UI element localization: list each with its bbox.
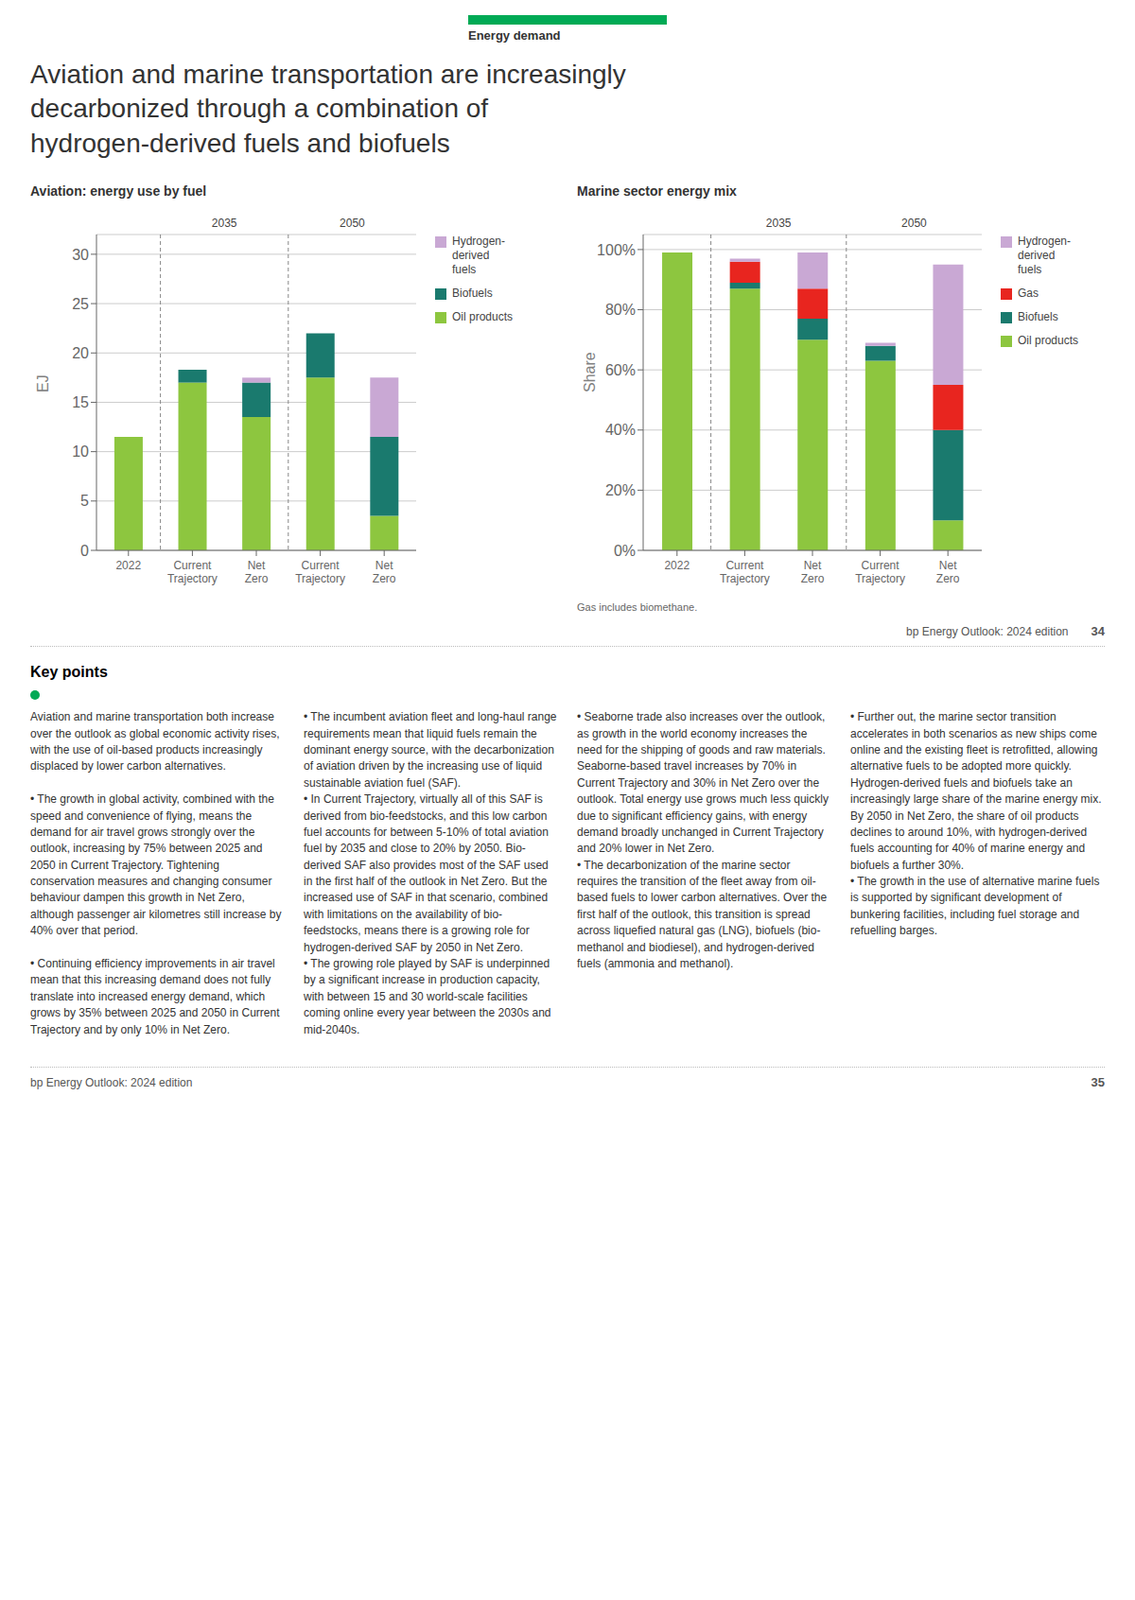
svg-text:CurrentTrajectory: CurrentTrajectory [719,558,770,586]
html-text:Biofuels: Biofuels [1017,310,1059,324]
svg-text:30: 30 [71,246,89,263]
html-text:35: 35 [1091,1075,1105,1090]
svg-text:NetZero: NetZero [244,558,269,586]
svg-text:2050: 2050 [339,216,366,230]
html-text:Biofuels: Biofuels [452,286,493,301]
svg-text:40%: 40% [605,422,636,439]
html-text:bp Energy Outlook: 2024 editio: bp Energy Outlook: 2024 edition [906,625,1069,639]
html-text:Energy demand: Energy demand [468,28,561,43]
html-text:Marine sector energy mix: Marine sector energy mix [576,183,737,199]
html-text:Hydrogen- derived fuels: Hydrogen- derived fuels [452,234,506,277]
html-text:Aviation and marine transporta: Aviation and marine transportation both … [30,710,285,1037]
html-text:Aviation and marine transporta: Aviation and marine transportation are i… [30,59,626,158]
svg-text:0: 0 [80,542,89,559]
svg-text:0%: 0% [613,542,636,559]
svg-text:NetZero: NetZero [801,558,825,586]
html-text:Gas includes biomethane.: Gas includes biomethane. [576,601,698,614]
svg-text:EJ: EJ [34,375,52,394]
html-text:Oil products: Oil products [452,310,513,324]
svg-text:NetZero: NetZero [372,558,397,586]
svg-text:20: 20 [71,345,89,362]
svg-text:60%: 60% [605,362,636,379]
html-text:Oil products: Oil products [1017,334,1079,348]
svg-text:10: 10 [71,443,89,460]
html-text:• Seaborne trade also increase: • Seaborne trade also increases over the… [576,710,832,971]
html-text:34: 34 [1091,624,1105,639]
svg-text:2022: 2022 [115,558,141,573]
svg-text:20%: 20% [605,482,636,499]
html-text:Hydrogen- derived fuels: Hydrogen- derived fuels [1017,234,1071,277]
html-text:bp Energy Outlook: 2024 editio: bp Energy Outlook: 2024 edition [30,1076,193,1090]
svg-text:80%: 80% [605,301,636,318]
svg-text:25: 25 [71,296,89,313]
svg-text:2050: 2050 [901,216,927,230]
html-text:Gas: Gas [1017,286,1039,301]
svg-text:CurrentTrajectory: CurrentTrajectory [855,558,906,586]
html-text:Key points: Key points [30,664,108,681]
svg-text:15: 15 [71,394,89,411]
svg-text:Share: Share [581,351,598,393]
html-text:Aviation: energy use by fuel: Aviation: energy use by fuel [30,183,207,199]
svg-text:NetZero: NetZero [936,558,961,586]
svg-text:2035: 2035 [211,216,238,230]
svg-text:CurrentTrajectory: CurrentTrajectory [295,558,346,586]
svg-text:2035: 2035 [766,216,792,230]
html-text:• The incumbent aviation fleet: • The incumbent aviation fleet and long-… [303,710,560,1037]
html-text:• Further out, the marine sect: • Further out, the marine sector transit… [850,710,1105,938]
svg-text:CurrentTrajectory: CurrentTrajectory [167,558,218,586]
svg-text:2022: 2022 [663,558,690,573]
svg-text:100%: 100% [596,242,636,259]
svg-text:5: 5 [80,493,89,510]
